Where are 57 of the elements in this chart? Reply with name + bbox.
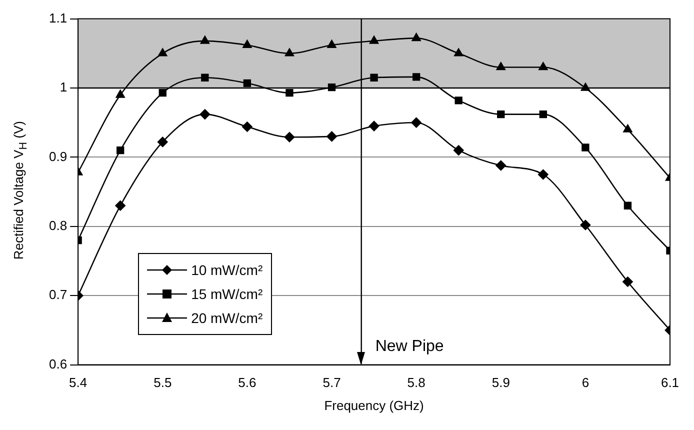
point <box>158 48 168 56</box>
point <box>454 96 462 104</box>
x-tick-label: 5.6 <box>238 375 256 390</box>
point <box>116 90 125 98</box>
legend-label: 10 mW/cm² <box>191 260 263 280</box>
y-tick-label: 1.1 <box>48 10 68 26</box>
point <box>242 40 252 48</box>
y-tick-label: 0.8 <box>48 218 68 233</box>
point <box>582 144 590 152</box>
point <box>242 122 252 132</box>
point <box>538 62 548 70</box>
y-tick-label: 0.9 <box>48 148 68 164</box>
point <box>454 48 464 56</box>
point <box>622 276 633 287</box>
point <box>370 74 378 82</box>
point <box>496 160 506 171</box>
point <box>327 40 336 48</box>
x-tick-label: 5.5 <box>154 375 172 390</box>
point <box>412 33 421 42</box>
point <box>284 48 294 56</box>
x-tick-label: 5.8 <box>407 375 426 390</box>
point <box>580 82 590 91</box>
point <box>453 145 464 156</box>
point <box>411 117 422 128</box>
point <box>157 136 168 148</box>
x-tick-label: 6 <box>582 375 590 390</box>
point <box>412 73 420 81</box>
x-axis-title: Frequency (GHz) <box>324 398 424 413</box>
point <box>158 89 166 97</box>
point <box>201 74 209 82</box>
point <box>624 202 632 210</box>
point <box>243 79 252 87</box>
point <box>326 131 337 142</box>
legend-label: 15 mW/cm² <box>191 284 263 304</box>
x-tick-label: 5.4 <box>69 375 88 390</box>
ref-line-label: New Pipe <box>375 338 444 356</box>
x-tick-label: 6.1 <box>660 375 680 390</box>
point <box>200 36 210 44</box>
point <box>116 146 124 154</box>
point <box>200 109 210 120</box>
point <box>286 89 294 97</box>
point <box>369 36 379 44</box>
y-tick-label: 0.6 <box>48 356 68 372</box>
point <box>623 124 632 132</box>
y-tick-label: 0.7 <box>48 287 68 302</box>
point <box>538 169 548 180</box>
x-tick-label: 5.7 <box>322 375 341 390</box>
point <box>497 110 505 118</box>
legend-label: 20 mW/cm² <box>191 308 263 328</box>
point <box>284 132 295 142</box>
point <box>368 120 380 132</box>
x-tick-label: 5.9 <box>492 375 510 390</box>
y-tick-label: 1 <box>60 80 68 95</box>
point <box>115 200 126 211</box>
point <box>580 220 591 230</box>
point <box>496 62 506 70</box>
point <box>539 110 547 118</box>
